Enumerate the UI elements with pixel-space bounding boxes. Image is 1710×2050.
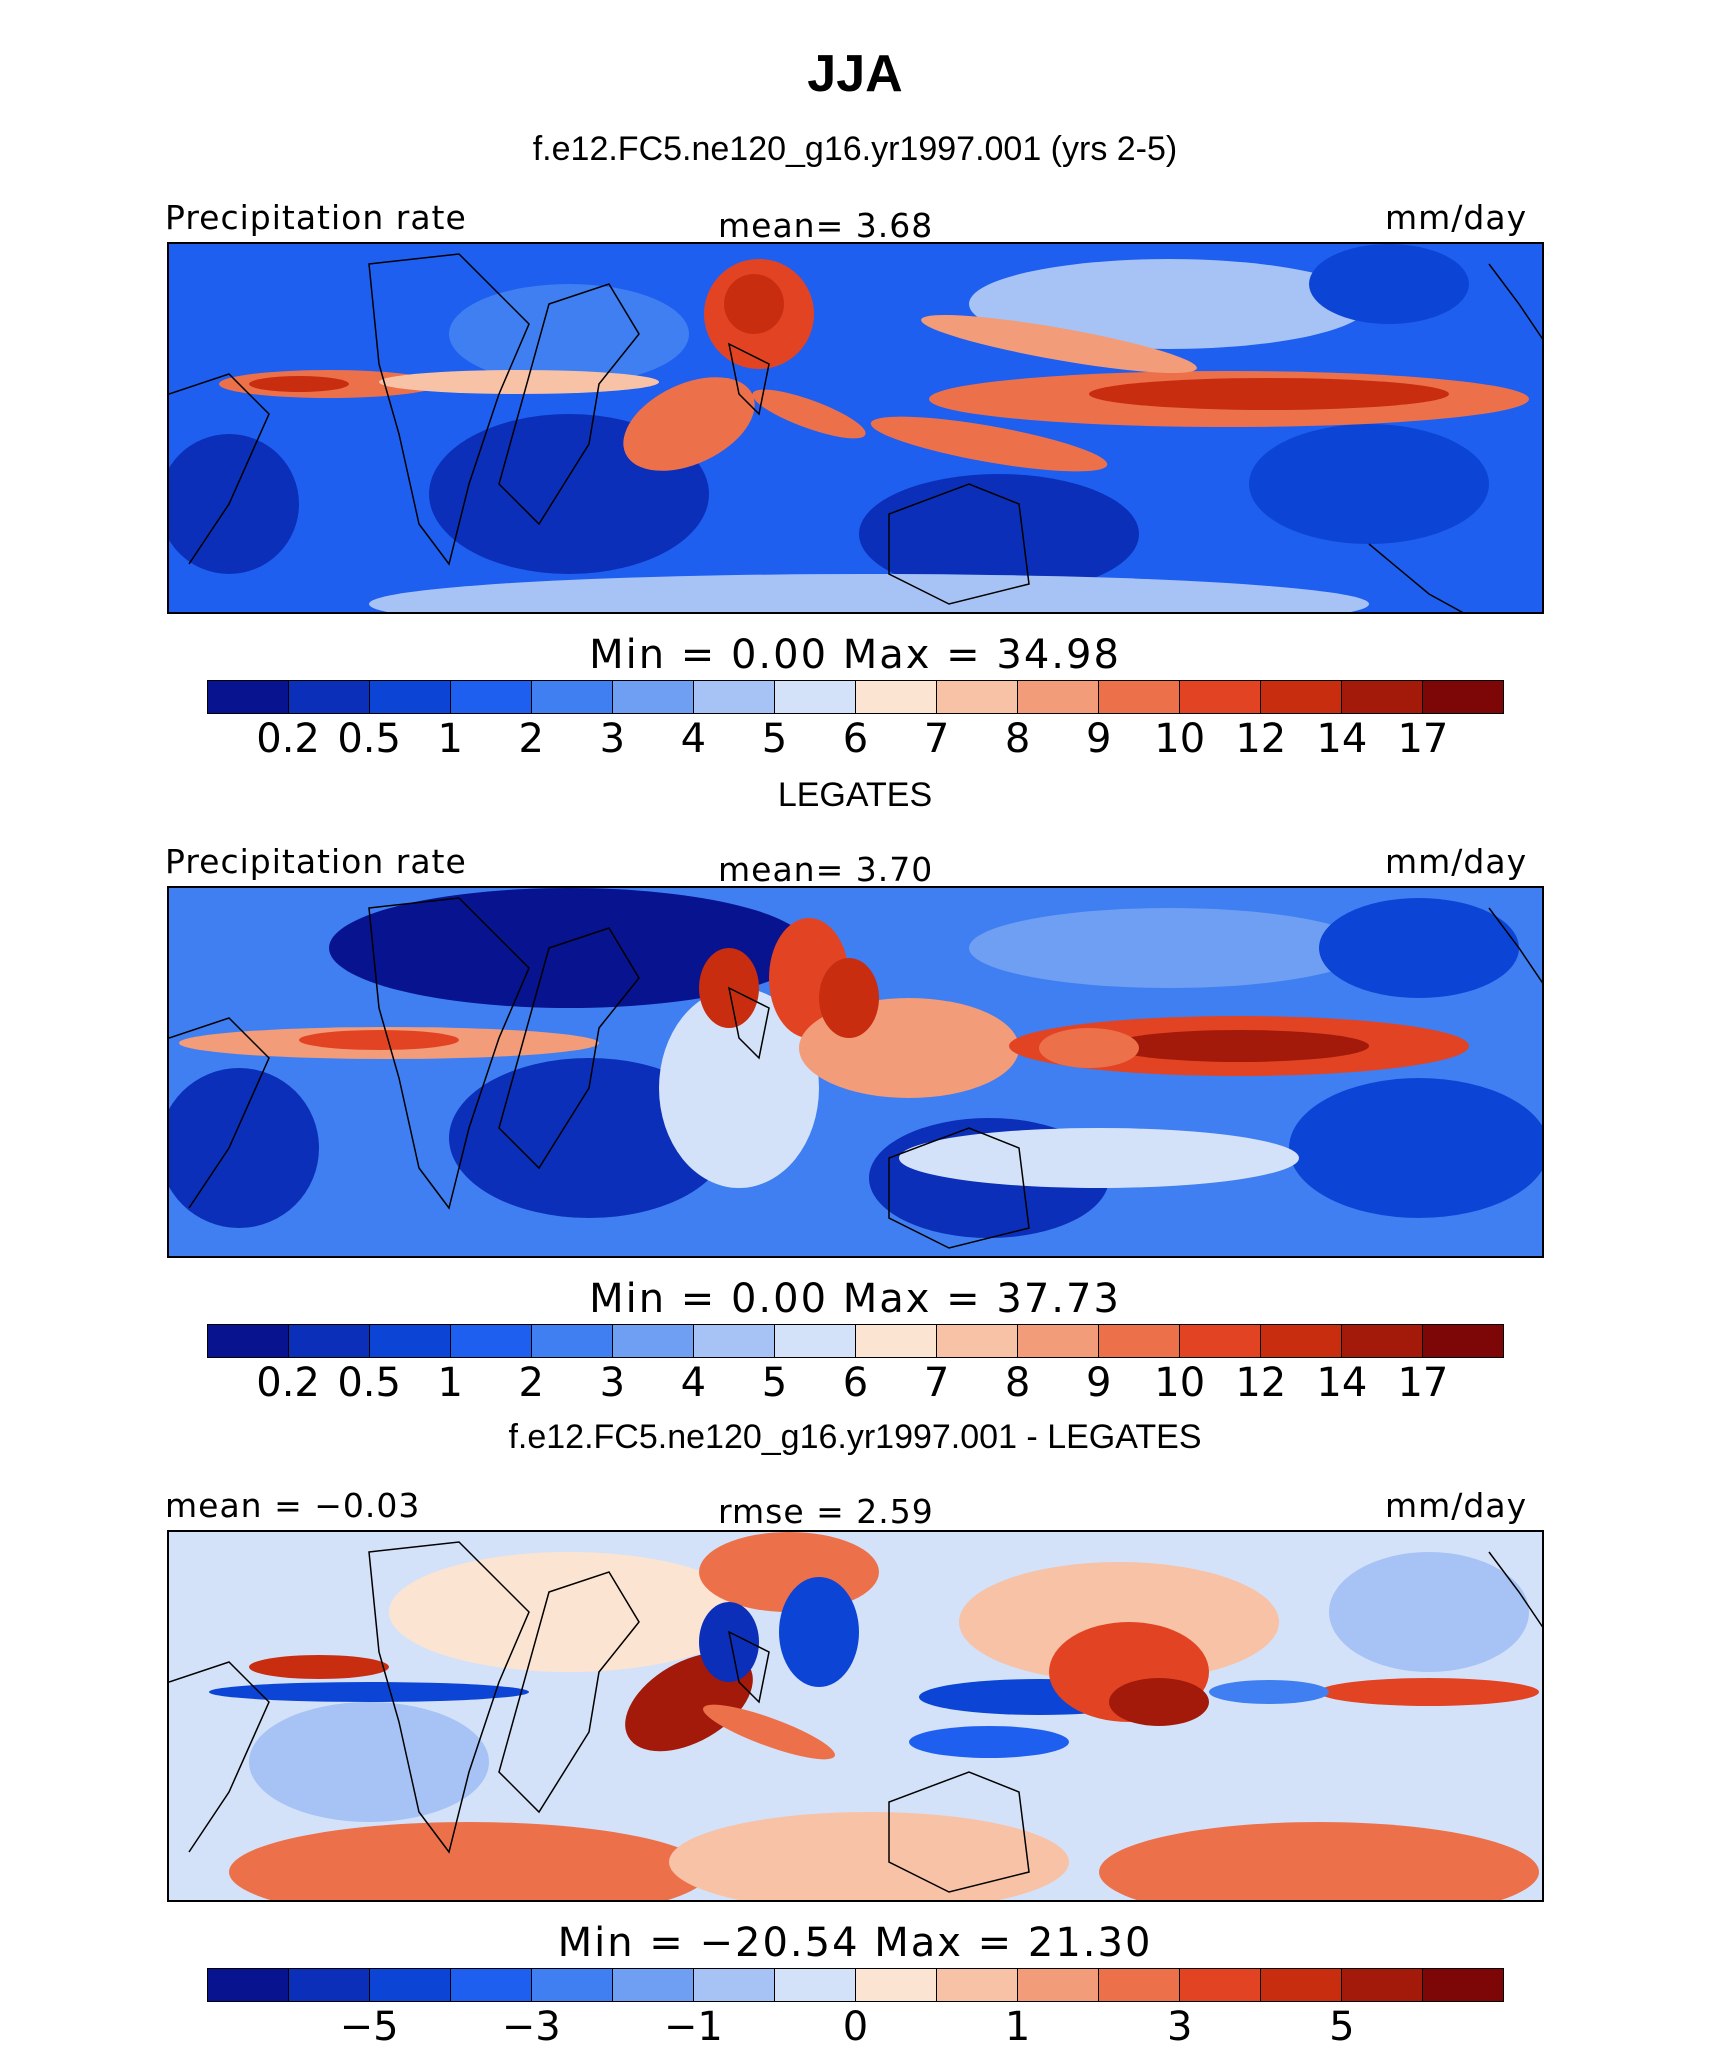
colorbar-tick-label: −1 bbox=[663, 2004, 723, 2050]
colorbar-tick-label: 17 bbox=[1397, 1360, 1449, 1406]
panel3-title: f.e12.FC5.ne120_g16.yr1997.001 - LEGATES bbox=[508, 1418, 1202, 1456]
colorbar-tick-label: 8 bbox=[1004, 716, 1031, 762]
colorbar-tick-label: 4 bbox=[680, 716, 707, 762]
colorbar-tick-label: 12 bbox=[1235, 716, 1287, 762]
colorbar-tick-label: 12 bbox=[1235, 1360, 1287, 1406]
colorbar-tick-label: 0.5 bbox=[337, 716, 401, 762]
colorbar-tick-label: −5 bbox=[339, 2004, 399, 2050]
panel1-left-label: Precipitation rate bbox=[165, 198, 467, 237]
figure-title: JJA bbox=[807, 45, 903, 103]
panel1-map bbox=[167, 242, 1544, 614]
colorbar-tick-label: 0 bbox=[842, 2004, 869, 2050]
panel2-units-label: mm/day bbox=[1385, 842, 1528, 881]
colorbar-tick-label: 8 bbox=[1004, 1360, 1031, 1406]
colorbar-tick-label: 3 bbox=[599, 716, 626, 762]
panel2-title: LEGATES bbox=[777, 776, 933, 814]
panel2-map bbox=[167, 886, 1544, 1258]
colorbar-tick-label: 10 bbox=[1154, 1360, 1206, 1406]
colorbar-tick-label: 5 bbox=[761, 1360, 788, 1406]
colorbar-tick-label: 6 bbox=[842, 716, 869, 762]
colorbar-tick-label: 7 bbox=[923, 716, 950, 762]
panel3-rmse-label: rmse = 2.59 bbox=[718, 1492, 934, 1531]
colorbar-tick-label: 2 bbox=[518, 1360, 544, 1406]
panel1-colorbar bbox=[207, 680, 1504, 714]
panel3-colorbar bbox=[207, 1968, 1504, 2002]
panel1-units-label: mm/day bbox=[1385, 198, 1528, 237]
panel3-mean-label: mean = −0.03 bbox=[165, 1486, 421, 1525]
panel1-mean-label: mean= 3.68 bbox=[718, 206, 934, 245]
panel3-map bbox=[167, 1530, 1544, 1902]
colorbar-tick-label: 3 bbox=[599, 1360, 626, 1406]
panel2-mean-label: mean= 3.70 bbox=[718, 850, 934, 889]
colorbar-tick-label: 17 bbox=[1397, 716, 1449, 762]
colorbar-tick-label: 0.5 bbox=[337, 1360, 401, 1406]
panel3-minmax: Min = −20.54 Max = 21.30 bbox=[557, 1920, 1153, 1966]
colorbar-tick-label: 6 bbox=[842, 1360, 869, 1406]
colorbar-tick-label: 7 bbox=[923, 1360, 950, 1406]
colorbar-tick-label: 5 bbox=[761, 716, 788, 762]
colorbar-tick-label: 9 bbox=[1085, 1360, 1112, 1406]
colorbar-tick-label: 0.2 bbox=[256, 716, 320, 762]
panel1-minmax: Min = 0.00 Max = 34.98 bbox=[589, 632, 1121, 678]
panel3-units-label: mm/day bbox=[1385, 1486, 1528, 1525]
colorbar-tick-label: 9 bbox=[1085, 716, 1112, 762]
colorbar-tick-label: 14 bbox=[1316, 716, 1368, 762]
colorbar-tick-label: 1 bbox=[1004, 2004, 1031, 2050]
colorbar-tick-label: 3 bbox=[1167, 2004, 1193, 2050]
colorbar-tick-label: 2 bbox=[518, 716, 544, 762]
panel2-left-label: Precipitation rate bbox=[165, 842, 467, 881]
colorbar-tick-label: 5 bbox=[1329, 2004, 1355, 2050]
colorbar-tick-label: 1 bbox=[437, 1360, 463, 1406]
colorbar-tick-label: 10 bbox=[1154, 716, 1206, 762]
colorbar-tick-label: 14 bbox=[1316, 1360, 1368, 1406]
colorbar-tick-label: 0.2 bbox=[256, 1360, 320, 1406]
colorbar-tick-label: 1 bbox=[437, 716, 463, 762]
colorbar-tick-label: 4 bbox=[680, 1360, 707, 1406]
panel2-minmax: Min = 0.00 Max = 37.73 bbox=[589, 1276, 1121, 1322]
panel2-colorbar bbox=[207, 1324, 1504, 1358]
colorbar-tick-label: −3 bbox=[501, 2004, 561, 2050]
figure-subtitle: f.e12.FC5.ne120_g16.yr1997.001 (yrs 2-5) bbox=[532, 130, 1178, 168]
